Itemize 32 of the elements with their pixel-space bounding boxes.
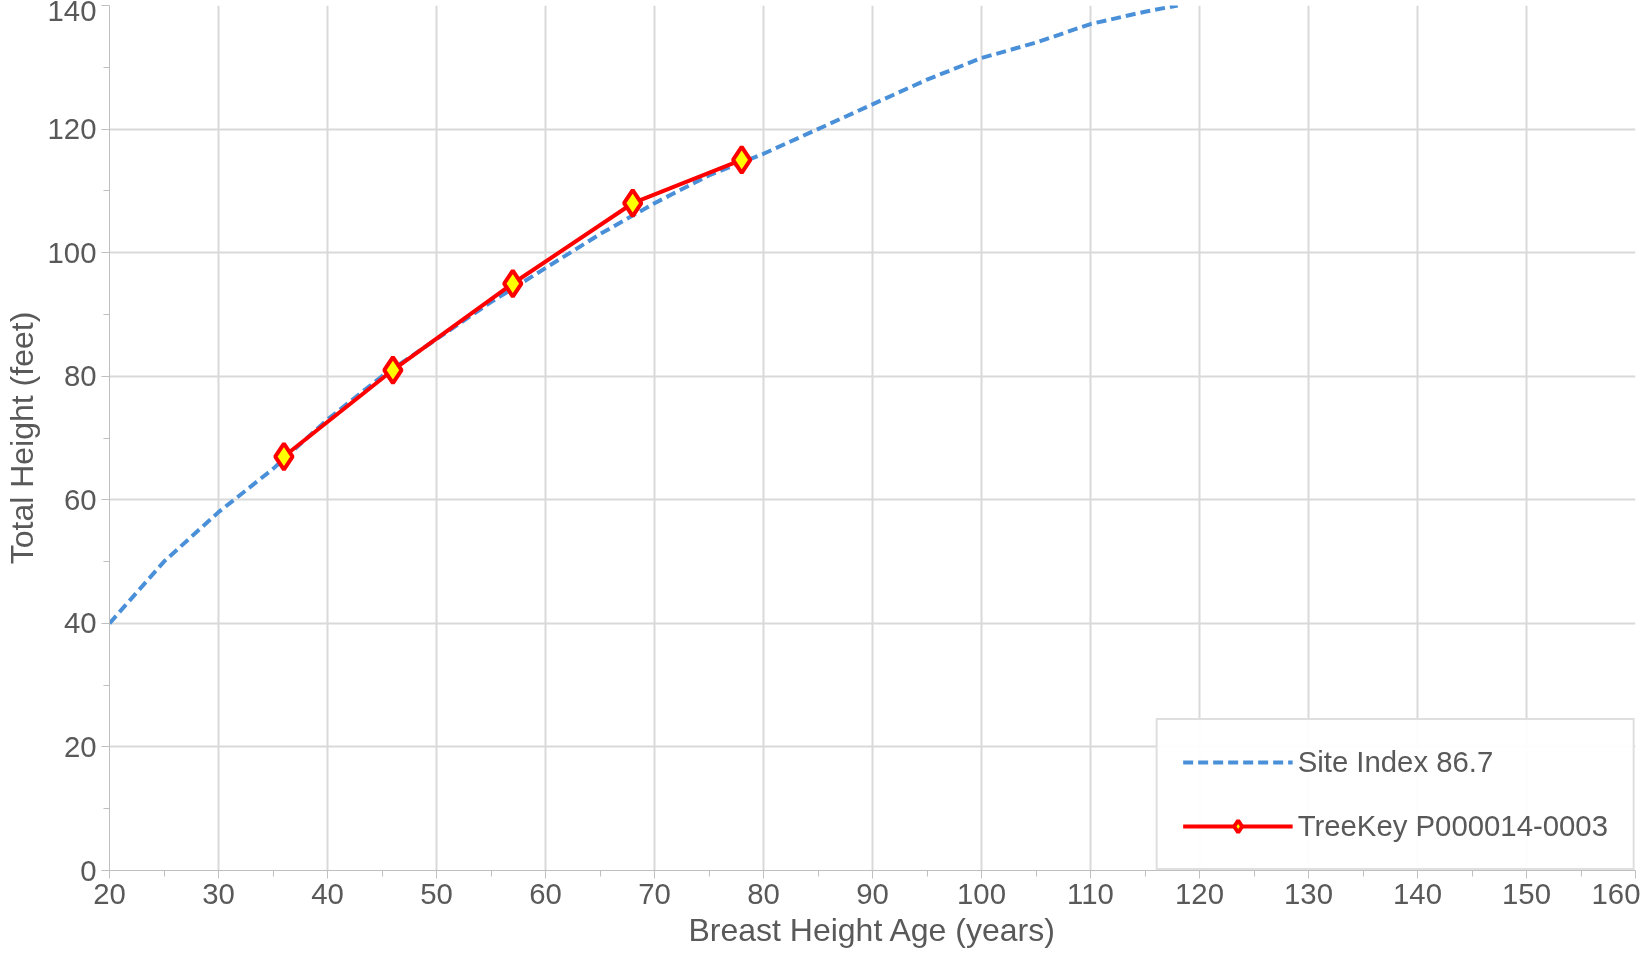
point — [382, 355, 404, 386]
y-tick-label: 80 — [63, 359, 97, 393]
x-tick-label: 40 — [311, 876, 344, 910]
x-axis-title: Breast Height Age (years) — [688, 911, 1055, 948]
y-axis-title: Total Height (feet) — [3, 311, 40, 565]
y-tick-label: 120 — [47, 112, 97, 146]
x-tick-label: 160 — [1591, 876, 1641, 910]
x-tick-label: 120 — [1175, 876, 1224, 910]
y-tick-label: 140 — [47, 0, 97, 27]
x-tick-label: 110 — [1067, 876, 1114, 910]
x-tick-label: 130 — [1284, 876, 1333, 910]
y-tick-label: 60 — [63, 482, 97, 516]
point — [502, 268, 524, 299]
x-tick-label: 90 — [856, 876, 889, 910]
x-tick-label: 70 — [638, 876, 671, 910]
y-tick-label: 20 — [63, 729, 97, 763]
y-tick-label: 40 — [63, 606, 97, 640]
x-tick-label: 50 — [420, 876, 453, 910]
legend-label: Site Index 86.7 — [1297, 745, 1494, 779]
legend-label: TreeKey P000014-0003 — [1297, 809, 1608, 843]
y-tick-label: 0 — [80, 853, 97, 887]
y-tick-label: 100 — [47, 235, 97, 269]
x-tick-label: 100 — [957, 876, 1006, 910]
point — [622, 188, 644, 219]
point — [731, 144, 753, 175]
x-tick-label: 60 — [529, 876, 562, 910]
x-tick-label: 80 — [747, 876, 780, 910]
x-tick-label: 150 — [1502, 876, 1551, 910]
point — [273, 441, 295, 472]
x-tick-label: 30 — [202, 876, 235, 910]
x-tick-label: 140 — [1393, 876, 1442, 910]
line-series — [109, 5, 1180, 626]
